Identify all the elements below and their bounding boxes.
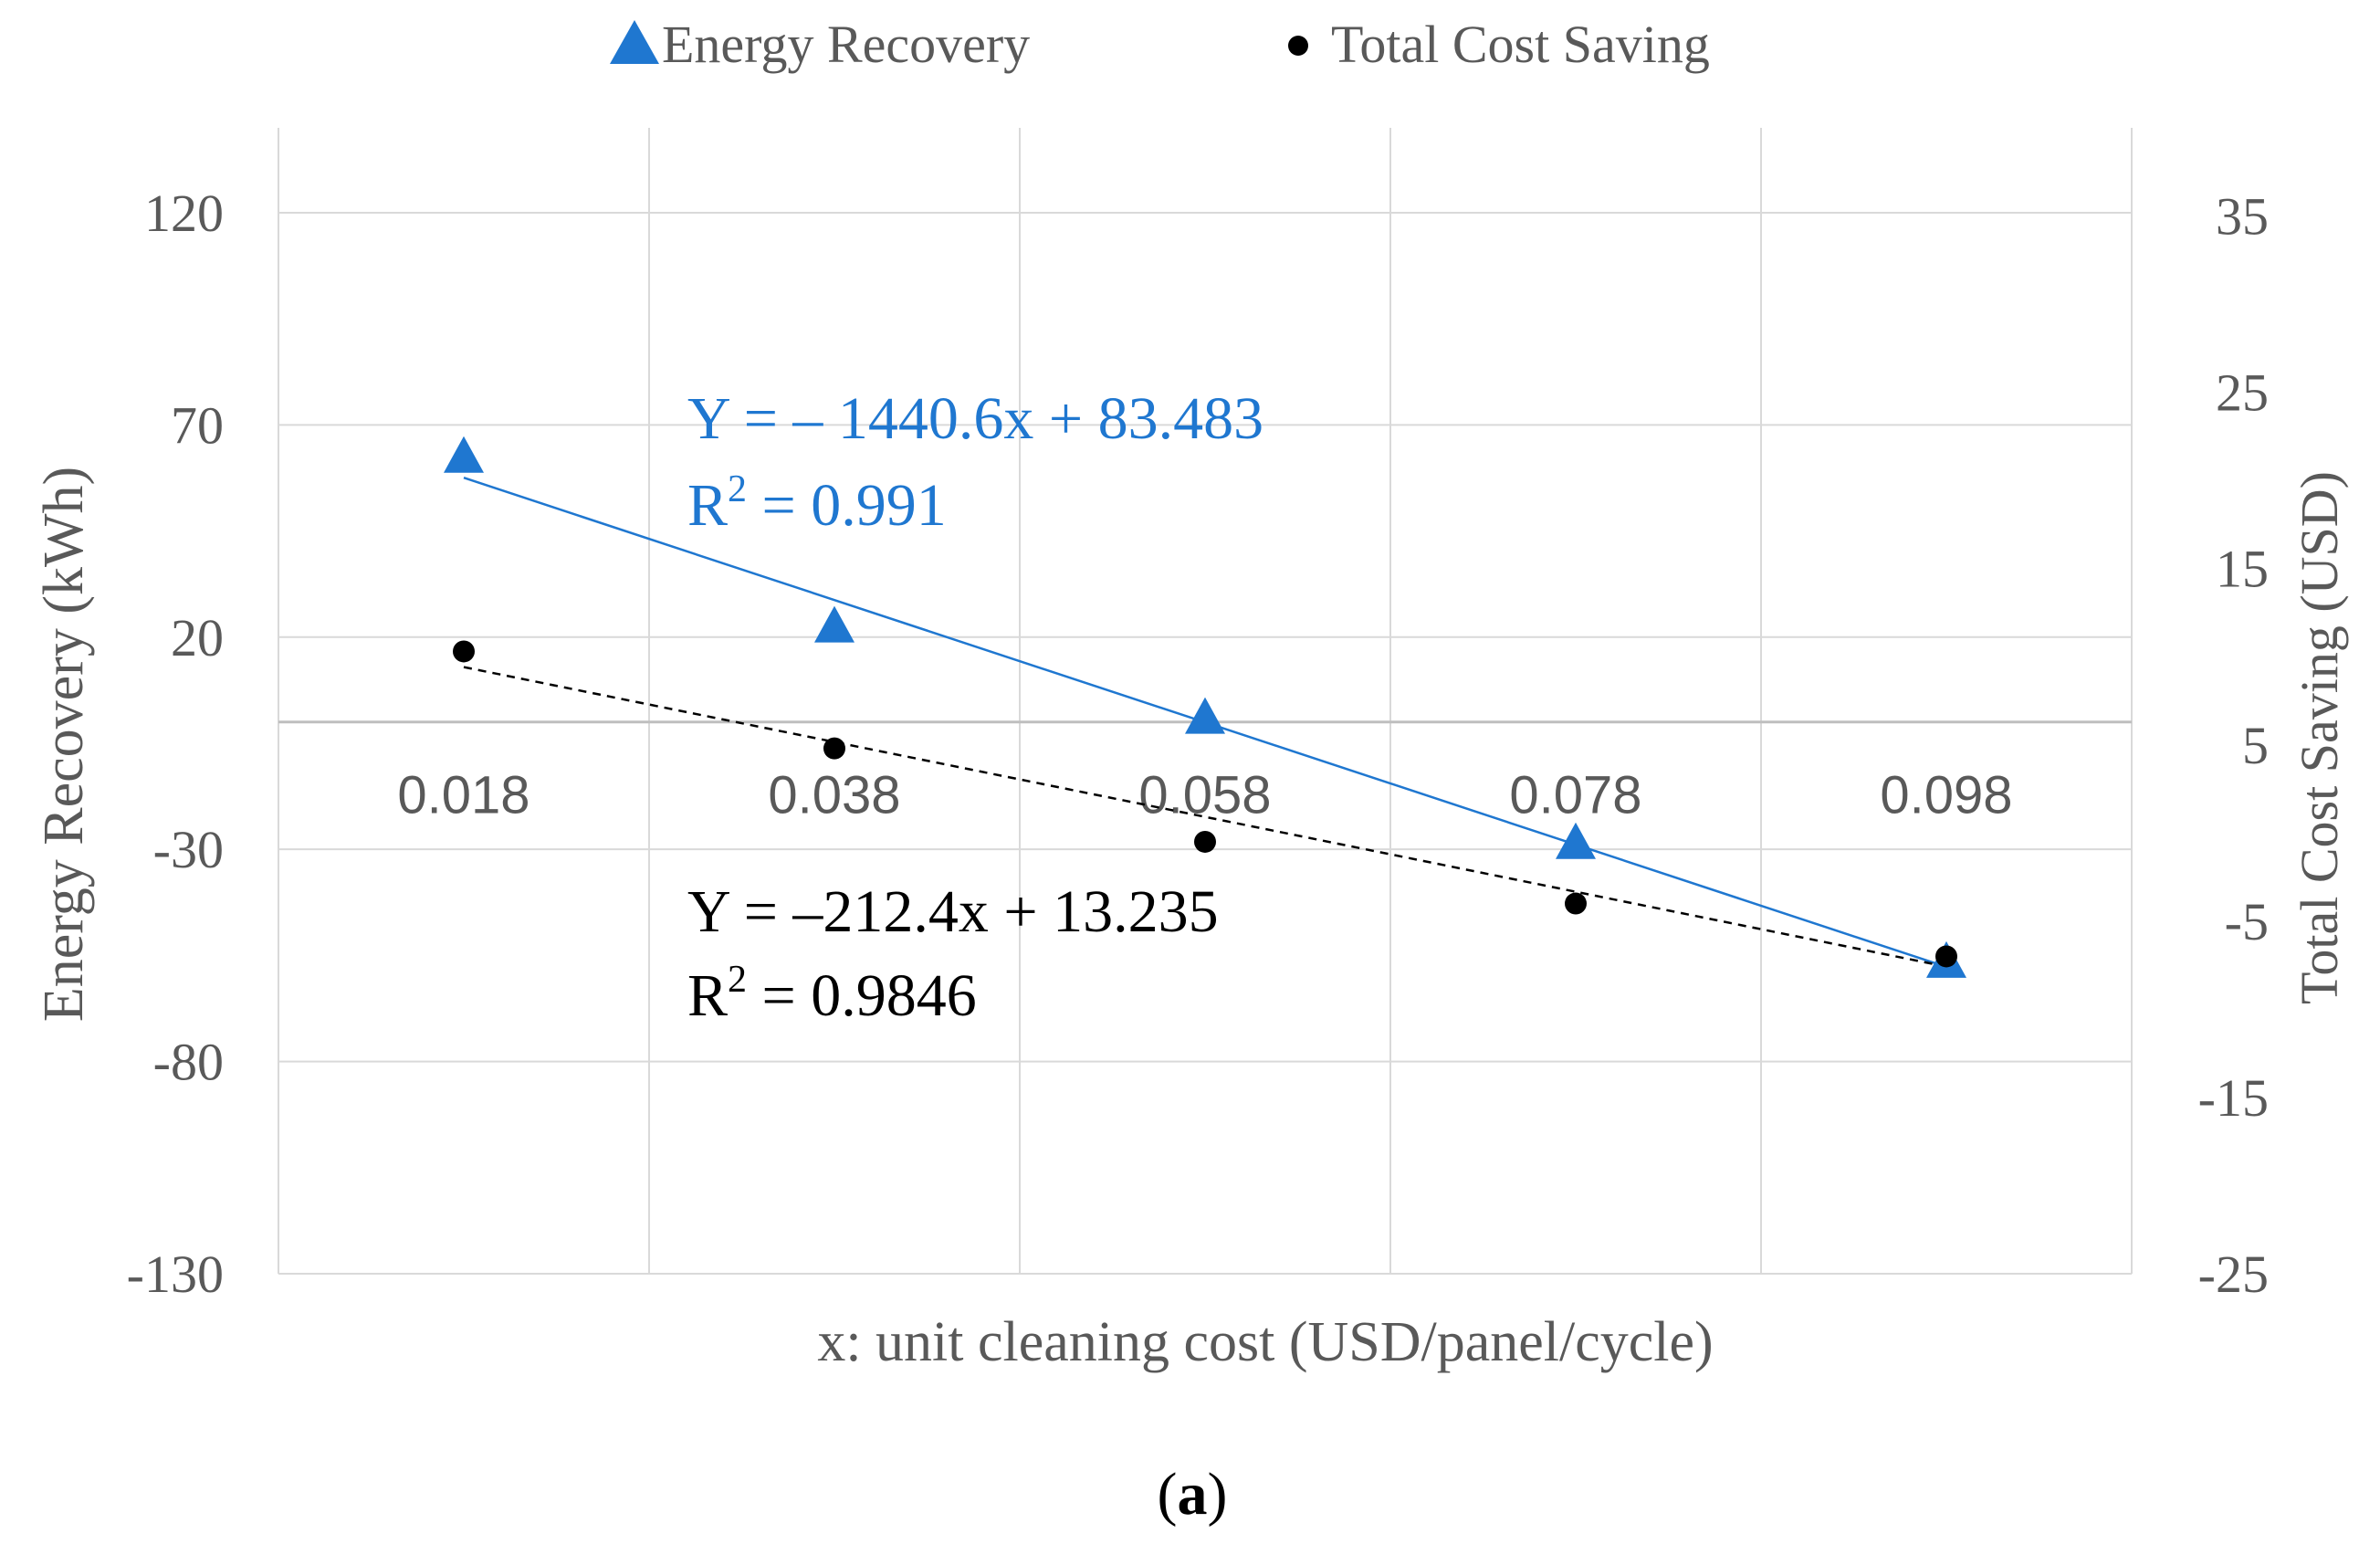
total-cost-saving-point <box>823 737 845 760</box>
right-y-tick-label: 5 <box>2242 716 2269 775</box>
x-axis-title: x: unit cleaning cost (USD/panel/cycle) <box>817 1311 1713 1373</box>
energy-recovery-point <box>1185 697 1225 734</box>
legend-triangle-marker <box>610 20 659 64</box>
r2-superscript: 2 <box>728 468 747 510</box>
total-cost-saving-point <box>1194 830 1216 853</box>
right-y-tick-label: 15 <box>2216 540 2269 599</box>
legend-label-total-cost-saving: Total Cost Saving <box>1331 15 1710 74</box>
left-y-tick-label: -130 <box>127 1245 224 1304</box>
caption-open-paren: ( <box>1158 1461 1178 1528</box>
x-tick-label: 0.038 <box>768 766 900 825</box>
x-tick-label: 0.098 <box>1880 766 2012 825</box>
energy-recovery-r2: R2 = 0.991 <box>687 468 947 539</box>
left-y-tick-labels: 120 70 20 -30 -80 -130 <box>127 184 224 1304</box>
r2-value: = 0.991 <box>747 472 947 539</box>
left-y-tick-label: -30 <box>153 820 224 879</box>
legend: Energy Recovery Total Cost Saving <box>610 15 1710 74</box>
right-y-tick-labels: 35 25 15 5 -5 -15 -25 <box>2198 187 2269 1304</box>
energy-recovery-point <box>1556 822 1596 859</box>
r2-letter: R <box>687 472 728 539</box>
energy-recovery-point <box>814 605 854 643</box>
total-cost-saving-point <box>1565 892 1587 915</box>
energy-recovery-equation: Y = – 1440.6x + 83.483 <box>687 385 1263 452</box>
r2-value: = 0.9846 <box>747 962 977 1029</box>
left-y-tick-label: 70 <box>171 395 224 455</box>
left-y-tick-label: 120 <box>144 184 224 243</box>
left-y-tick-label: -80 <box>153 1033 224 1092</box>
energy-recovery-point <box>444 436 484 473</box>
x-tick-label: 0.078 <box>1509 766 1641 825</box>
r2-letter: R <box>687 962 728 1029</box>
left-y-axis-title: Energy Recovery (kWh) <box>33 467 95 1022</box>
total-cost-saving-trendline <box>463 666 1947 968</box>
caption-close-paren: ) <box>1208 1461 1228 1528</box>
grid <box>278 128 2132 1275</box>
legend-label-energy-recovery: Energy Recovery <box>662 15 1030 74</box>
x-tick-label: 0.018 <box>397 766 529 825</box>
x-tick-labels: 0.018 0.038 0.058 0.078 0.098 <box>397 766 2012 825</box>
r2-superscript: 2 <box>728 959 747 1001</box>
legend-circle-marker <box>1288 36 1308 56</box>
caption-letter: a <box>1178 1461 1208 1528</box>
right-y-axis-title: Total Cost Saving (USD) <box>2290 471 2349 1004</box>
total-cost-saving-point <box>453 640 475 663</box>
right-y-tick-label: -25 <box>2198 1245 2269 1304</box>
total-cost-saving-equation: Y = –212.4x + 13.235 <box>687 878 1219 945</box>
right-y-tick-label: -5 <box>2225 892 2269 951</box>
total-cost-saving-point <box>1935 945 1957 968</box>
left-y-tick-label: 20 <box>171 608 224 667</box>
right-y-tick-label: 25 <box>2216 363 2269 423</box>
right-y-tick-label: -15 <box>2198 1068 2269 1128</box>
figure-caption: (a) <box>1158 1461 1228 1528</box>
right-y-tick-label: 35 <box>2216 187 2269 247</box>
total-cost-saving-r2: R2 = 0.9846 <box>687 959 977 1029</box>
data-marks <box>444 436 1966 978</box>
x-tick-label: 0.058 <box>1138 766 1271 825</box>
